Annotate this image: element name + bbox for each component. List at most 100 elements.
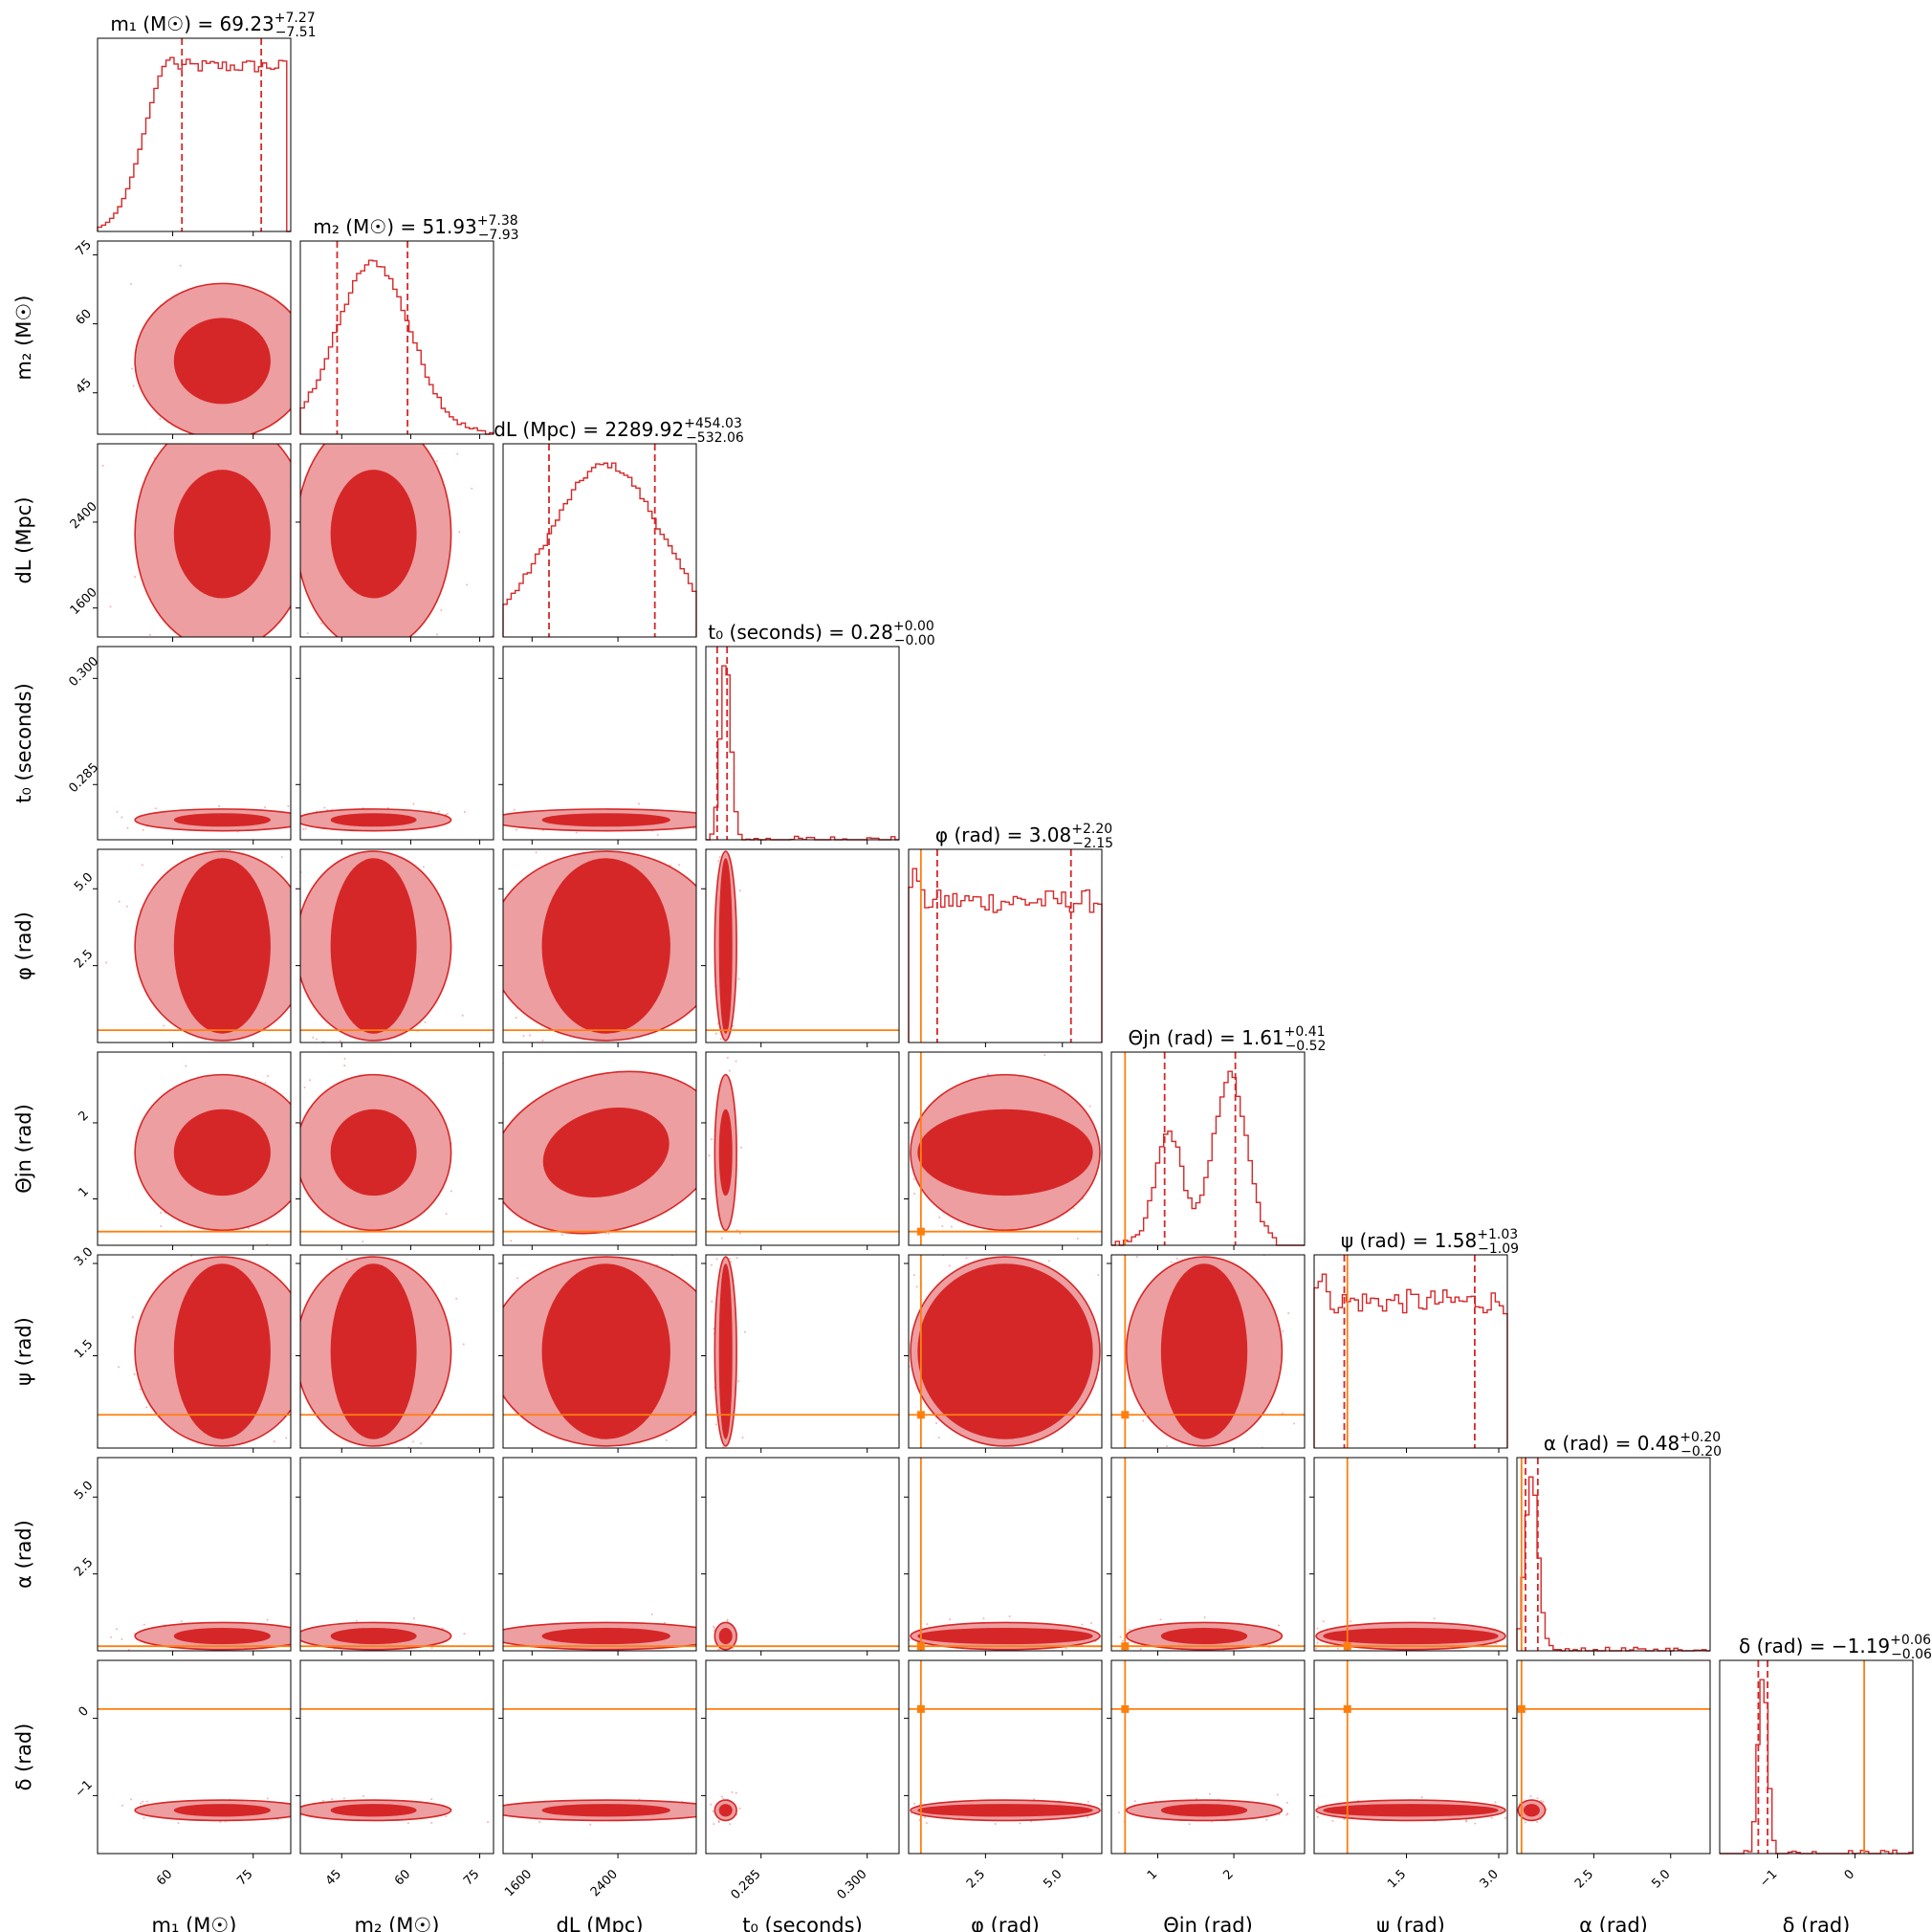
sample-point (713, 1328, 715, 1330)
contour-inner-psi-alpha (1323, 1628, 1499, 1645)
panel-m1-vs-alpha (93, 1457, 292, 1656)
sample-point (807, 1105, 809, 1107)
histogram-m1: m₁ (M☉) = 69.23+7.27 −7.51 (97, 11, 317, 232)
sample-point (728, 1069, 731, 1072)
sample-point (1122, 1639, 1125, 1642)
panel-content-m1-m2 (91, 264, 336, 434)
sample-point (1087, 1800, 1089, 1803)
sample-point (744, 1633, 746, 1635)
contour-inner-m1-t0 (173, 813, 271, 827)
y-axis-label-dL: dL (Mpc) (12, 496, 35, 583)
sample-point (294, 1802, 296, 1804)
sample-point (935, 1422, 938, 1425)
panel-content-dL-delta (503, 1708, 756, 1826)
panel-m2-vs-dL (296, 443, 494, 642)
panel-content-t0-theta_jn (706, 1056, 899, 1240)
sample-point (1524, 1821, 1526, 1824)
y-tick-label-psi: 1.5 (72, 1337, 96, 1361)
sample-point (185, 1065, 187, 1067)
sample-point (129, 282, 132, 285)
panel-content-m2-t0 (300, 802, 466, 832)
sample-point (468, 1193, 470, 1195)
sample-point (420, 1442, 423, 1445)
title-err-minus-delta: −0.06 (1891, 1647, 1932, 1662)
sample-point (471, 487, 473, 490)
sample-point (91, 346, 93, 348)
sample-point (145, 1406, 148, 1409)
panel-content-psi-alpha (1314, 1458, 1507, 1651)
sample-point (702, 828, 704, 830)
sample-point (1311, 1384, 1313, 1386)
sample-point (982, 1617, 985, 1620)
truth-marker (1343, 1704, 1351, 1713)
sample-point (1287, 1311, 1290, 1314)
y-axis-label-m2: m₂ (M☉) (12, 296, 35, 381)
y-tick-label-t0: 0.300 (66, 654, 101, 690)
panel-t0-vs-psi (701, 1254, 900, 1453)
panel-frame-theta_jn-psi (1110, 1254, 1306, 1449)
sample-point (1315, 1647, 1318, 1650)
sample-point (160, 1225, 163, 1228)
sample-point (362, 1795, 364, 1798)
sample-point (306, 1203, 308, 1205)
sample-point (717, 1819, 720, 1822)
sample-point (342, 1797, 345, 1800)
panel-content-phi-theta_jn (909, 1052, 1102, 1248)
sample-point (937, 1437, 940, 1439)
truth-marker (1121, 1704, 1130, 1713)
y-axis-label-t0: t₀ (seconds) (12, 683, 35, 803)
sample-point (714, 1627, 716, 1630)
sample-point (604, 1232, 607, 1235)
sample-point (1465, 1820, 1468, 1823)
panel-frame-dL-phi (502, 848, 697, 1043)
panel-frame-m1-theta_jn (97, 1051, 292, 1246)
sample-point (406, 1822, 409, 1825)
panel-dL-vs-delta (498, 1659, 756, 1858)
y-tick-label-m2: 60 (74, 307, 95, 328)
panel-dL-vs-phi (498, 848, 697, 1047)
sample-point (159, 417, 162, 420)
sample-point (473, 823, 475, 824)
sample-point (1033, 1798, 1036, 1801)
sample-point (459, 1628, 461, 1630)
y-tick-label-dL: 1600 (68, 585, 100, 618)
panel-frame-dL-theta_jn (502, 1051, 697, 1246)
sample-point (1464, 1819, 1467, 1822)
sample-point (307, 1205, 309, 1207)
title-err-minus-dL: −532.06 (686, 430, 744, 446)
sample-point (334, 329, 336, 331)
sample-point (320, 382, 322, 384)
sample-point (736, 1182, 738, 1184)
panel-frame-phi-psi (908, 1254, 1103, 1449)
sample-point (323, 806, 326, 809)
contour-inner-phi-delta (917, 1804, 1093, 1817)
panel-frame-m1-t0 (97, 646, 292, 841)
sample-point (1278, 1813, 1281, 1816)
sample-point (535, 851, 538, 854)
sample-point (650, 1613, 653, 1615)
sample-point (1135, 1256, 1138, 1259)
y-tick-label-delta: 0 (77, 1704, 92, 1720)
sample-point (343, 1065, 346, 1067)
y-axis-label-alpha: α (rad) (12, 1520, 35, 1589)
sample-point (101, 464, 104, 467)
panel-content-m1-t0 (116, 804, 294, 833)
sample-point (923, 1816, 926, 1819)
sample-point (284, 1821, 286, 1823)
panel-dL-vs-theta_jn (468, 1051, 809, 1250)
truth-marker (1517, 1704, 1526, 1713)
sample-point (297, 1631, 299, 1633)
sample-point (306, 632, 309, 635)
contour-inner-phi-theta_jn (917, 1109, 1093, 1197)
sample-point (754, 1807, 756, 1809)
sample-point (292, 820, 294, 822)
sample-point (947, 1246, 949, 1248)
sample-point (436, 633, 439, 636)
sample-point (1203, 1615, 1206, 1618)
sample-point (121, 1637, 123, 1640)
sample-point (938, 1216, 941, 1218)
histogram-steps-dL (502, 462, 697, 637)
sample-point (458, 531, 461, 534)
sample-point (730, 1261, 733, 1263)
title-err-plus-m2: +7.38 (477, 213, 518, 229)
